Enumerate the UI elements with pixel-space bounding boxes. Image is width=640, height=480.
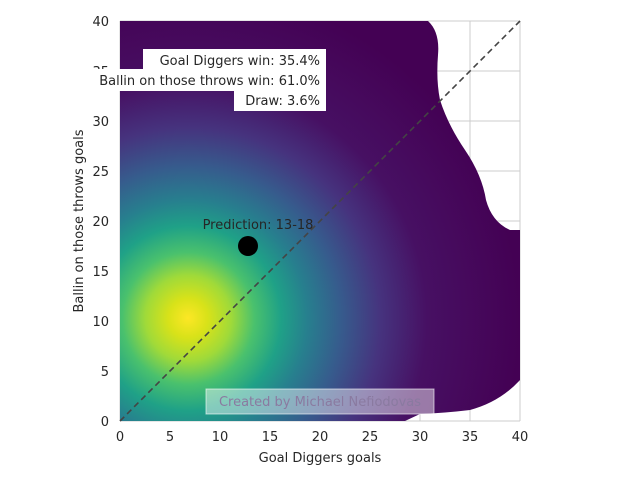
x-tick-label: 20 (312, 430, 329, 445)
prediction-label: Prediction: 13-18 (203, 218, 314, 233)
credit-text: Created by Michael Nefiodovas (219, 395, 421, 410)
y-tick-label: 0 (101, 415, 109, 430)
x-tick-label: 25 (362, 430, 379, 445)
equal-score-diagonal (119, 20, 521, 422)
y-tick-label: 5 (101, 365, 109, 380)
prob-draw: Draw: 3.6% (245, 94, 320, 109)
y-tick-label: 25 (92, 165, 109, 180)
x-axis-ticks: 0 5 10 15 20 25 30 35 40 (116, 430, 528, 445)
x-tick-label: 15 (262, 430, 279, 445)
x-tick-label: 40 (512, 430, 529, 445)
y-tick-label: 10 (92, 315, 109, 330)
y-tick-label: 20 (92, 215, 109, 230)
x-tick-label: 10 (212, 430, 229, 445)
x-tick-label: 0 (116, 430, 124, 445)
prediction-point (238, 236, 258, 256)
x-tick-label: 5 (166, 430, 174, 445)
y-tick-label: 40 (92, 15, 109, 30)
prob-box-ballin (80, 69, 326, 91)
x-tick-label: 35 (462, 430, 479, 445)
y-axis-label: Ballin on those throws goals (72, 129, 87, 312)
credit-box (205, 388, 435, 415)
outcome-probabilities: Goal Diggers win: 35.4% Ballin on those … (80, 49, 326, 111)
prob-goal-diggers-win: Goal Diggers win: 35.4% (160, 54, 320, 69)
y-tick-label: 30 (92, 115, 109, 130)
prob-box-goal-diggers (143, 49, 326, 71)
prob-box-draw (234, 89, 326, 111)
x-tick-label: 30 (412, 430, 429, 445)
credit-watermark: Created by Michael Nefiodovas (205, 388, 435, 415)
y-tick-label: 15 (92, 265, 109, 280)
prob-ballin-win: Ballin on those throws win: 61.0% (99, 74, 320, 89)
x-axis-label: Goal Diggers goals (259, 451, 382, 466)
